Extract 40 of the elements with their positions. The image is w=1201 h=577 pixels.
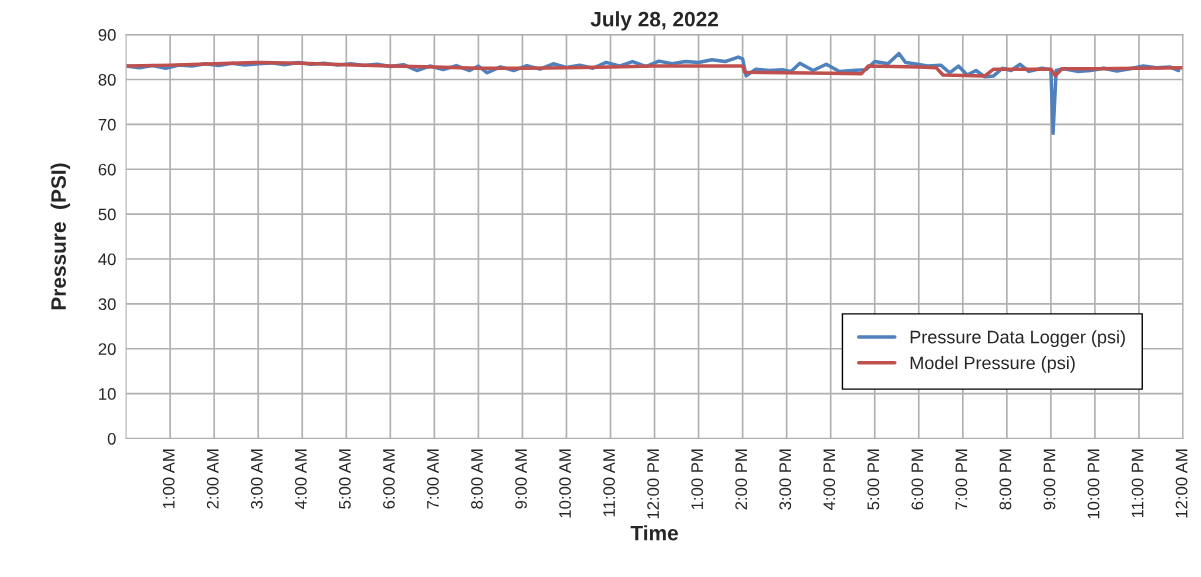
legend-label: Pressure Data Logger (psi): [910, 330, 1125, 347]
x-tick-label: 9:00 AM: [515, 449, 527, 509]
x-tick-label: 3:00 AM: [250, 449, 263, 509]
x-tick-label: 7:00 PM: [955, 449, 968, 510]
legend-label: Model Pressure (psi): [910, 356, 1075, 373]
x-tick-label: 6:00 PM: [911, 449, 924, 510]
x-tick-label: 5:00 AM: [338, 449, 351, 509]
x-tick-label: 2:00 AM: [206, 449, 219, 509]
x-tick-label: 8:00 AM: [471, 449, 483, 509]
x-tick-label: 12:00 AM: [1175, 449, 1188, 518]
y-tick-label: 90: [98, 29, 116, 41]
x-tick-label: 10:00 PM: [1087, 449, 1100, 519]
x-tick-label: 10:00 AM: [559, 449, 571, 518]
x-tick-label: 5:00 PM: [867, 449, 880, 510]
x-tick-label: 12:00 PM: [647, 449, 660, 519]
x-tick-label: 11:00 PM: [1131, 449, 1144, 518]
x-tick-label: 4:00 PM: [823, 449, 836, 510]
x-tick-label: 2:00 PM: [735, 449, 748, 510]
chart-title: July 28, 2022: [590, 11, 718, 31]
x-tick-label: 1:00 PM: [691, 449, 704, 510]
x-tick-label: 9:00 PM: [1043, 449, 1056, 510]
y-tick-label: 0: [107, 432, 116, 445]
y-tick-label: 70: [98, 118, 116, 131]
x-tick-label: 3:00 PM: [779, 449, 792, 510]
x-tick-label: 4:00 AM: [294, 449, 307, 510]
y-tick-label: 40: [98, 253, 116, 266]
y-tick-label: 50: [98, 208, 116, 221]
x-tick-label: 7:00 AM: [427, 449, 439, 509]
y-axis-title: Pressure (PSI): [50, 163, 71, 310]
x-tick-label: 1:00 AM: [162, 449, 175, 509]
x-tick-label: 8:00 PM: [999, 449, 1012, 510]
line-series: [126, 60, 1183, 78]
y-tick-label: 60: [98, 163, 116, 176]
y-tick-label: 20: [98, 343, 116, 355]
x-axis-title: Time: [630, 525, 678, 541]
x-tick-label: 6:00 AM: [383, 449, 395, 509]
y-tick-label: 80: [98, 73, 116, 86]
y-tick-label: 30: [98, 298, 116, 311]
y-tick-label: 10: [99, 388, 116, 400]
x-tick-label: 11:00 AM: [603, 449, 615, 517]
